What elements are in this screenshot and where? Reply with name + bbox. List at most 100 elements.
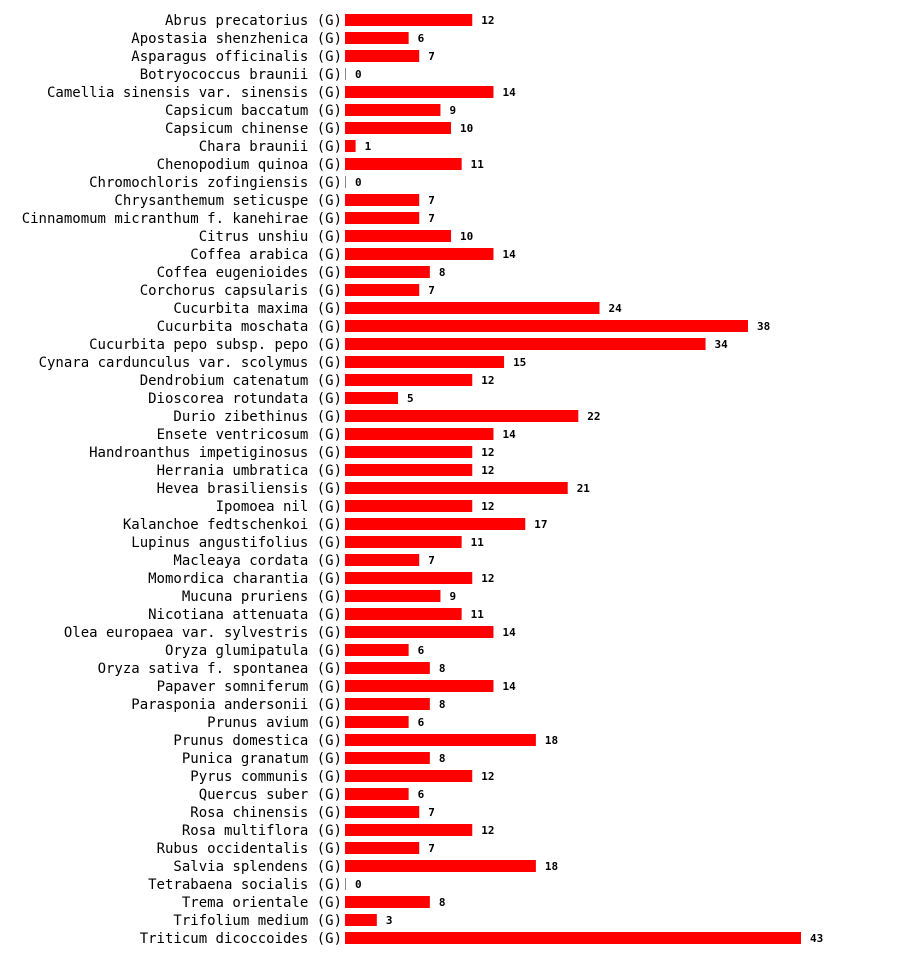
value-label: 12 bbox=[481, 824, 494, 837]
value-label: 8 bbox=[439, 896, 446, 909]
value-label: 7 bbox=[428, 842, 435, 855]
bar bbox=[345, 158, 462, 170]
value-label: 15 bbox=[513, 356, 526, 369]
category-label: Apostasia shenzhenica (G) bbox=[131, 31, 342, 47]
category-label: Momordica charantia (G) bbox=[148, 571, 342, 587]
bar bbox=[345, 392, 399, 404]
bar bbox=[345, 230, 452, 242]
category-label: Ensete ventricosum (G) bbox=[157, 427, 342, 443]
bar bbox=[345, 14, 473, 26]
value-label: 9 bbox=[449, 104, 456, 117]
category-label: Cucurbita moschata (G) bbox=[157, 319, 342, 335]
category-label: Macleaya cordata (G) bbox=[173, 553, 342, 569]
bar bbox=[345, 320, 748, 332]
category-label: Punica granatum (G) bbox=[182, 751, 342, 767]
category-label: Coffea arabica (G) bbox=[190, 247, 342, 263]
value-label: 11 bbox=[471, 536, 485, 549]
bar bbox=[345, 770, 473, 782]
value-label: 12 bbox=[481, 770, 494, 783]
bar bbox=[345, 662, 430, 674]
bar bbox=[345, 698, 430, 710]
value-label: 12 bbox=[481, 446, 494, 459]
bar bbox=[345, 356, 505, 368]
value-label: 8 bbox=[439, 698, 446, 711]
bar bbox=[345, 212, 420, 224]
bar bbox=[345, 374, 473, 386]
bar bbox=[345, 914, 377, 926]
value-label: 6 bbox=[418, 32, 425, 45]
value-label: 10 bbox=[460, 230, 473, 243]
value-label: 6 bbox=[418, 644, 425, 657]
category-label: Parasponia andersonii (G) bbox=[131, 697, 342, 713]
bar bbox=[345, 752, 430, 764]
category-label: Prunus domestica (G) bbox=[173, 733, 342, 749]
value-label: 10 bbox=[460, 122, 473, 135]
bar bbox=[345, 896, 430, 908]
value-label: 3 bbox=[386, 914, 393, 927]
bar bbox=[345, 824, 473, 836]
value-label: 7 bbox=[428, 806, 435, 819]
bar bbox=[345, 464, 473, 476]
bar bbox=[345, 500, 473, 512]
value-label: 22 bbox=[587, 410, 600, 423]
category-label: Cynara cardunculus var. scolymus (G) bbox=[39, 355, 342, 371]
category-label: Rubus occidentalis (G) bbox=[157, 841, 342, 857]
bar bbox=[345, 554, 420, 566]
category-label: Dioscorea rotundata (G) bbox=[148, 391, 342, 407]
bar bbox=[345, 482, 568, 494]
bar bbox=[345, 410, 579, 422]
bar bbox=[345, 878, 346, 890]
bar bbox=[345, 140, 356, 152]
category-label: Chromochloris zofingiensis (G) bbox=[89, 175, 342, 191]
bar bbox=[345, 608, 462, 620]
category-label: Nicotiana attenuata (G) bbox=[148, 607, 342, 623]
value-label: 43 bbox=[810, 932, 823, 945]
value-label: 18 bbox=[545, 734, 558, 747]
bar bbox=[345, 518, 526, 530]
value-label: 12 bbox=[481, 500, 494, 513]
value-label: 12 bbox=[481, 572, 494, 585]
value-label: 1 bbox=[365, 140, 372, 153]
value-label: 12 bbox=[481, 14, 494, 27]
bar bbox=[345, 590, 441, 602]
bar bbox=[345, 194, 420, 206]
bar bbox=[345, 302, 600, 314]
bar bbox=[345, 860, 536, 872]
category-label: Botryococcus braunii (G) bbox=[140, 67, 342, 83]
category-label: Chrysanthemum seticuspe (G) bbox=[114, 193, 342, 209]
category-label: Rosa multiflora (G) bbox=[182, 823, 342, 839]
bar bbox=[345, 68, 346, 80]
value-label: 38 bbox=[757, 320, 770, 333]
category-label: Mucuna pruriens (G) bbox=[182, 589, 342, 605]
category-label: Trema orientale (G) bbox=[182, 895, 342, 911]
category-label: Oryza sativa f. spontanea (G) bbox=[98, 661, 342, 677]
bar bbox=[345, 806, 420, 818]
bar bbox=[345, 680, 494, 692]
category-label: Corchorus capsularis (G) bbox=[140, 283, 342, 299]
category-label: Citrus unshiu (G) bbox=[199, 229, 342, 245]
category-label: Rosa chinensis (G) bbox=[190, 805, 342, 821]
value-label: 14 bbox=[502, 680, 516, 693]
bar bbox=[345, 104, 441, 116]
value-label: 14 bbox=[502, 86, 516, 99]
value-label: 21 bbox=[577, 482, 591, 495]
bar bbox=[345, 284, 420, 296]
category-label: Cinnamomum micranthum f. kanehirae (G) bbox=[22, 211, 342, 227]
category-label: Durio zibethinus (G) bbox=[173, 409, 342, 425]
bar bbox=[345, 50, 420, 62]
value-label: 34 bbox=[715, 338, 729, 351]
bar bbox=[345, 716, 409, 728]
category-label: Chara braunii (G) bbox=[199, 139, 342, 155]
value-label: 8 bbox=[439, 266, 446, 279]
category-label: Handroanthus impetiginosus (G) bbox=[89, 445, 342, 461]
category-label: Oryza glumipatula (G) bbox=[165, 643, 342, 659]
value-label: 6 bbox=[418, 788, 425, 801]
category-label: Abrus precatorius (G) bbox=[165, 13, 342, 29]
category-label: Cucurbita pepo subsp. pepo (G) bbox=[89, 337, 342, 353]
value-label: 9 bbox=[449, 590, 456, 603]
bar bbox=[345, 446, 473, 458]
value-label: 14 bbox=[502, 626, 516, 639]
value-label: 11 bbox=[471, 158, 485, 171]
